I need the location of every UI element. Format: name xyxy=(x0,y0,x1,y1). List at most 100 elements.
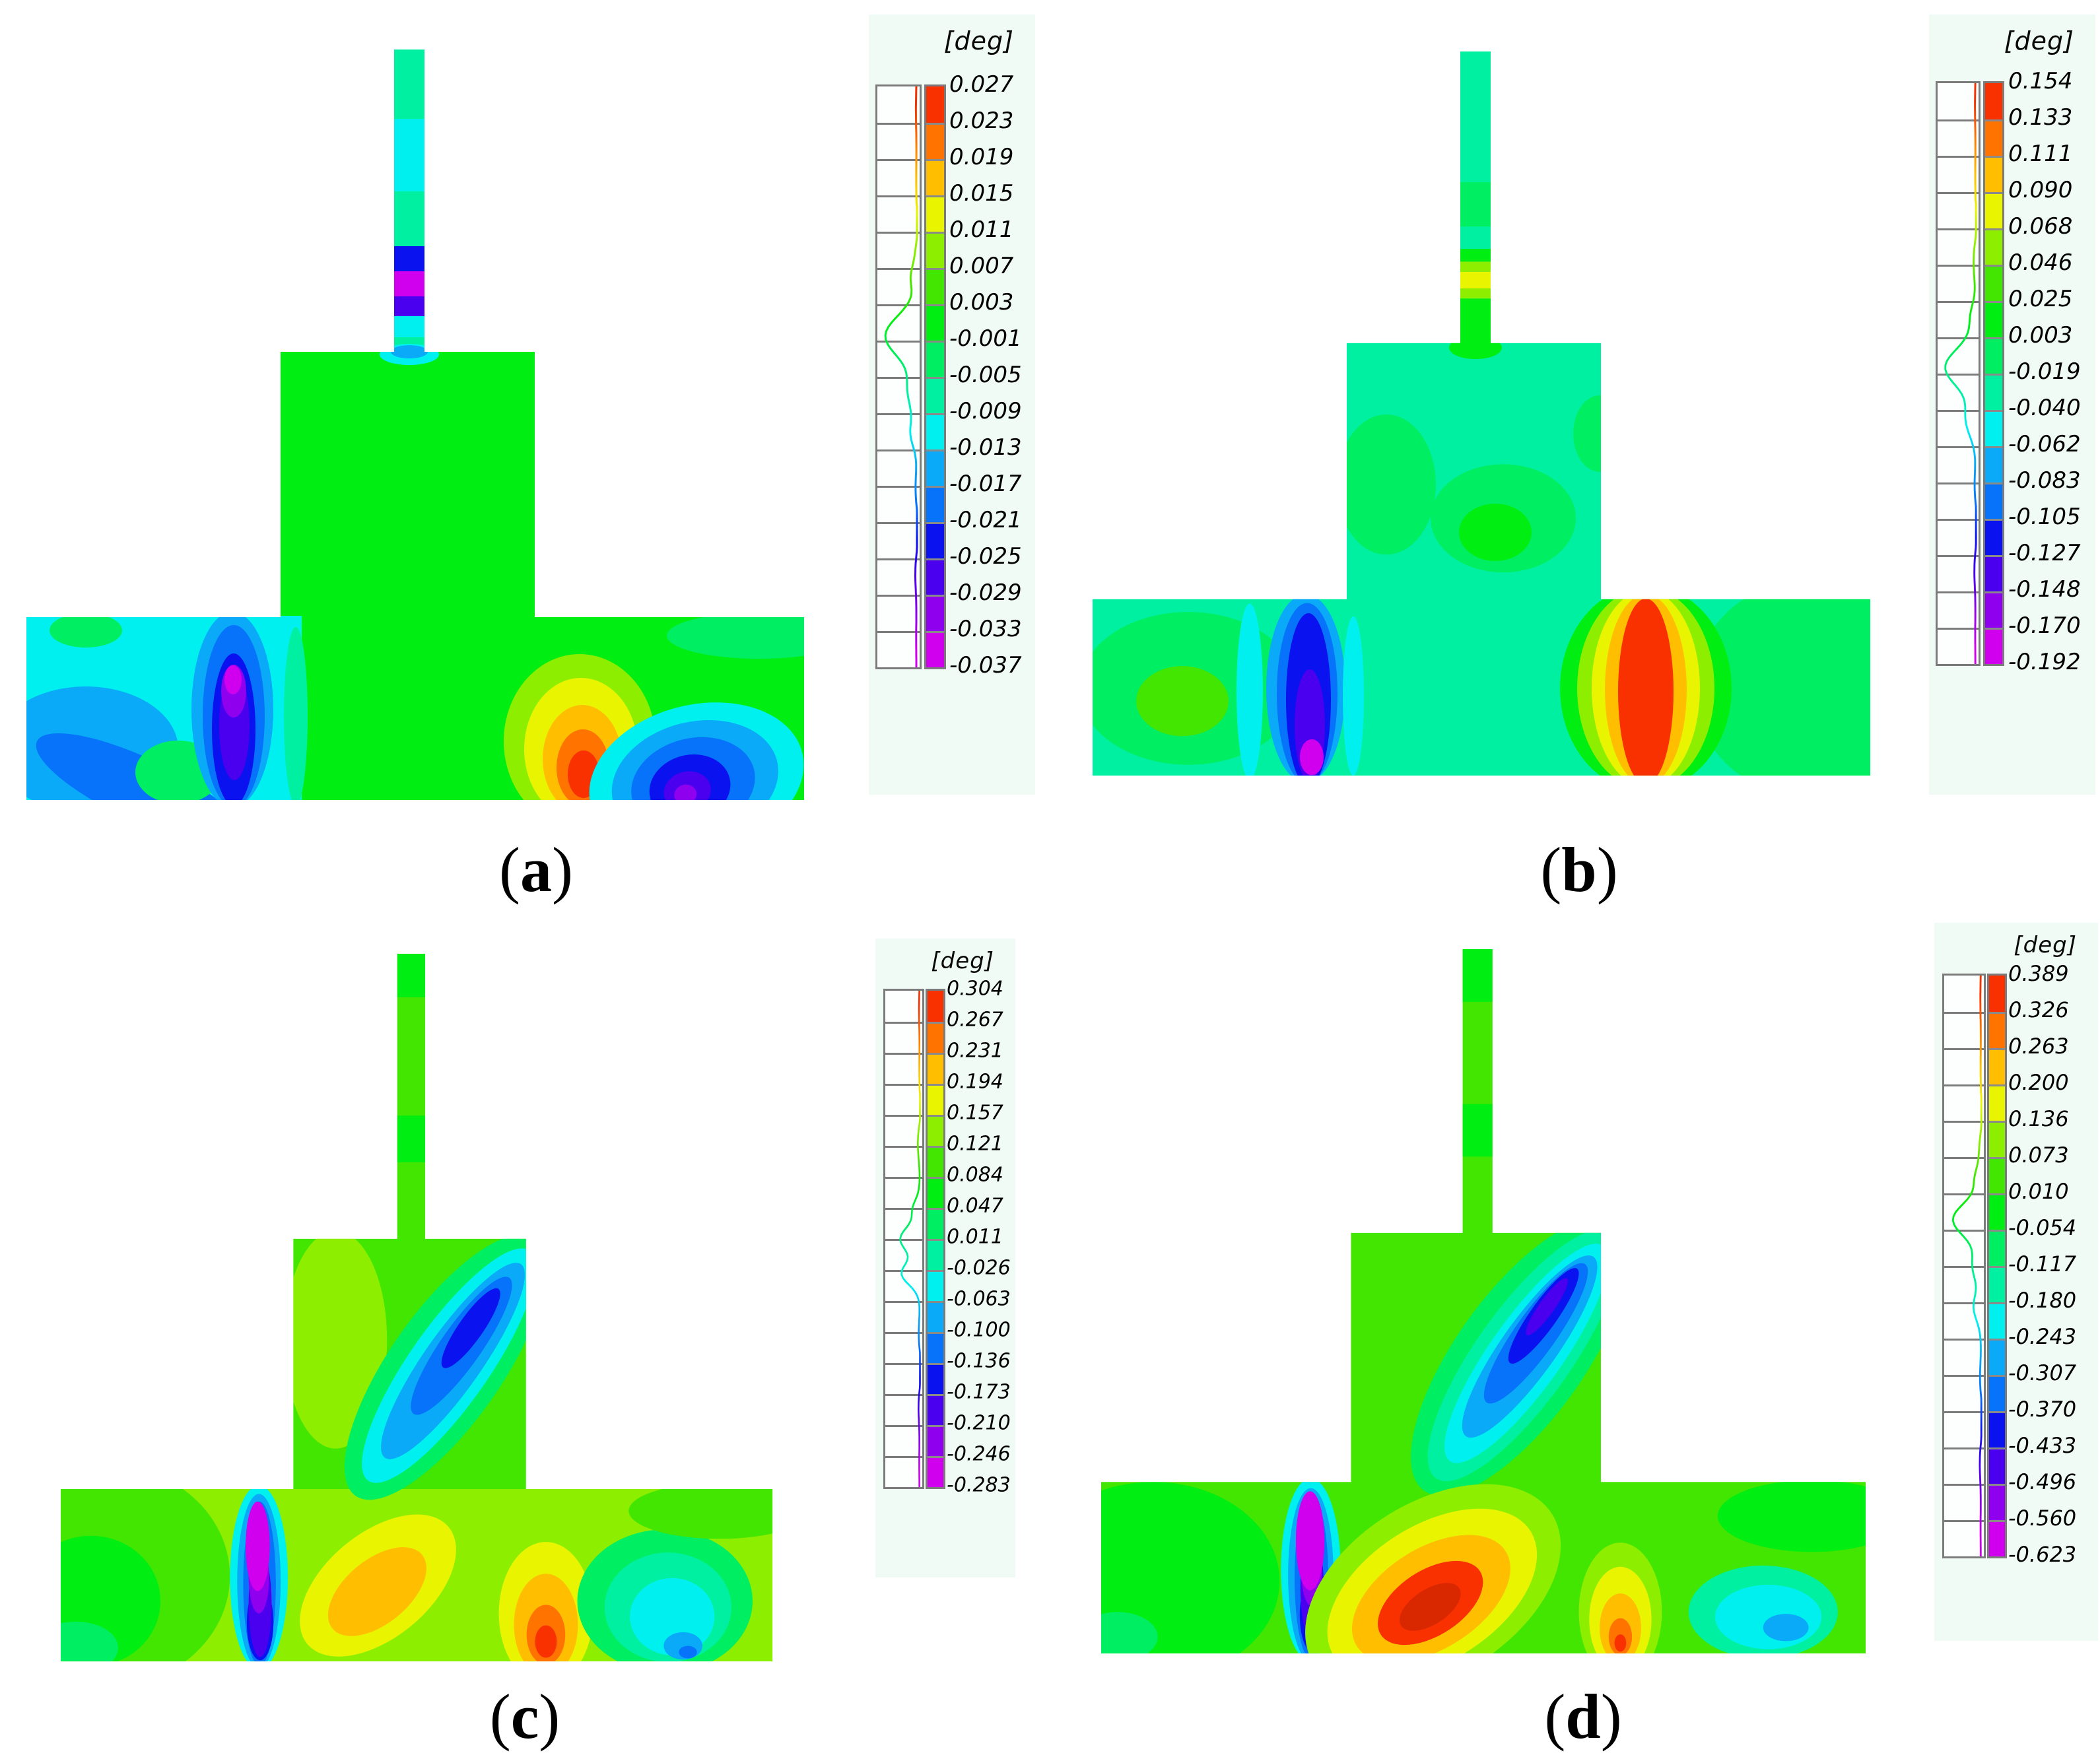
legend-tick-label: 0.111 xyxy=(2008,141,2073,167)
contour-band-shape xyxy=(535,1625,557,1658)
legend-tick-label: -0.062 xyxy=(2008,431,2081,457)
caption-letter: c xyxy=(510,1681,539,1752)
frequency-curve-path xyxy=(1944,83,1977,664)
colorbar-band xyxy=(1985,628,2002,664)
colorbar-band xyxy=(1985,591,2002,628)
caption-paren: ( xyxy=(499,834,520,905)
contour-band-shape xyxy=(327,1547,426,1636)
caption-paren: ) xyxy=(539,1681,560,1752)
colorbar-band xyxy=(928,1332,943,1363)
histogram-cell xyxy=(1944,1193,1984,1230)
legend-tick-label: 0.015 xyxy=(949,180,1014,207)
histogram-cell xyxy=(1938,446,1979,482)
colorbar-band xyxy=(1985,374,2002,410)
legend-tick-label: 0.073 xyxy=(2008,1143,2069,1168)
contour-band-shape xyxy=(1763,1614,1809,1642)
legend-tick-label: 0.154 xyxy=(2008,68,2073,94)
legend-unit-label: [deg] xyxy=(2004,26,2074,55)
colorbar-band xyxy=(926,232,944,268)
legend-tick-label: -0.560 xyxy=(2008,1506,2077,1531)
colorbar-band xyxy=(928,1301,943,1332)
contour-band-shape xyxy=(1300,739,1324,776)
contour-band-shape xyxy=(441,1288,500,1368)
legend-tick-label: 0.326 xyxy=(2008,997,2069,1022)
colorbar-band xyxy=(1989,1157,2005,1193)
legend-tick-label: -0.246 xyxy=(947,1442,1011,1466)
legend-tick-label: -0.021 xyxy=(949,507,1022,533)
colorbar-band xyxy=(926,341,944,377)
contour-band-shape xyxy=(394,271,424,296)
caption-paren: ) xyxy=(1596,834,1618,905)
contour-band-shape xyxy=(1573,395,1626,472)
colorbar-band xyxy=(926,449,944,486)
legend-tick-label: 0.194 xyxy=(947,1070,1003,1094)
contour-band-shape xyxy=(1717,1480,1866,1552)
legend-tick-label: -0.017 xyxy=(949,471,1022,497)
colorbar-band xyxy=(928,1084,943,1115)
contour-band-shape xyxy=(284,627,308,800)
histogram-cell xyxy=(885,1146,922,1177)
legend-tick-label: 0.068 xyxy=(2008,213,2073,240)
histogram-cell xyxy=(1938,374,1979,410)
histogram-cell xyxy=(877,377,920,413)
legend-tick-label: 0.027 xyxy=(949,71,1014,98)
histogram-cell xyxy=(877,195,920,232)
histogram-cell xyxy=(1938,337,1979,374)
legend-tick-label: -0.127 xyxy=(2008,540,2081,566)
contour-band-shape xyxy=(674,784,697,800)
colorbar-legend-d: [deg] 0.389 0.326 0.263 0.200 0.136 0.073 0.01… xyxy=(1934,923,2098,1641)
contour-band-shape xyxy=(1400,1583,1461,1631)
legend-tick-label: -0.033 xyxy=(949,616,1022,642)
contour-band-shape xyxy=(1136,666,1229,737)
contour-band-shape xyxy=(284,1230,388,1449)
colorbar-legend-a: [deg] 0.027 0.023 0.019 0.015 0.011 0.007 0.00… xyxy=(869,15,1035,795)
colorbar-band xyxy=(1989,1193,2005,1230)
legend-tick-label: 0.003 xyxy=(949,289,1014,316)
colorbar-band xyxy=(1985,337,2002,374)
colorbar-band xyxy=(926,413,944,449)
histogram-cell xyxy=(1938,482,1979,519)
caption-paren: ( xyxy=(1540,834,1562,905)
histogram-cell xyxy=(885,1363,922,1394)
colorbar-band xyxy=(1989,976,2005,1012)
contour-band-shape xyxy=(1459,504,1532,561)
colorbar-band xyxy=(928,1146,943,1177)
t-joint-section-b xyxy=(1093,51,1870,776)
histogram-cell xyxy=(877,522,920,558)
contour-band-shape xyxy=(50,613,122,648)
contour-band-shape xyxy=(1343,616,1364,776)
colorbar-band xyxy=(928,1239,943,1270)
histogram-cell xyxy=(885,1456,922,1487)
contour-band-shape xyxy=(246,1501,270,1591)
colorbar-band xyxy=(926,631,944,667)
legend-tick-label: 0.200 xyxy=(2008,1070,2069,1095)
colorbar-band xyxy=(1989,1048,2005,1084)
colorbar-band xyxy=(928,1425,943,1456)
histogram-cell xyxy=(1938,265,1979,301)
legend-tick-label: 0.267 xyxy=(947,1008,1003,1032)
legend-tick-label: -0.001 xyxy=(949,325,1022,352)
histogram-cell xyxy=(885,1084,922,1115)
legend-tick-label: -0.100 xyxy=(947,1318,1011,1342)
contour-band-shape xyxy=(1462,949,1493,1002)
contour-band-shape xyxy=(1460,261,1491,272)
panel-caption-b: (b) xyxy=(1447,833,1711,919)
legend-tick-label: -0.040 xyxy=(2008,395,2081,421)
legend-tick-label: 0.304 xyxy=(947,977,1003,1001)
colorbar-band xyxy=(1985,119,2002,156)
legend-unit-label: [deg] xyxy=(943,26,1014,55)
histogram-cell xyxy=(1944,1157,1984,1193)
colorbar-band xyxy=(928,1270,943,1301)
contour-band-shape xyxy=(1526,1278,1568,1336)
histogram-cell xyxy=(1944,1447,1984,1484)
contour-band-shape xyxy=(36,733,242,800)
legend-tick-label: -0.370 xyxy=(2008,1397,2077,1422)
colorbar-band xyxy=(1989,1484,2005,1520)
legend-tick-label: 0.090 xyxy=(2008,177,2073,203)
histogram-cell xyxy=(877,341,920,377)
legend-frequency-curve xyxy=(1951,976,1982,1556)
legend-tick-label: 0.121 xyxy=(947,1132,1003,1156)
contour-band-shape xyxy=(61,1621,118,1662)
legend-unit-label: [deg] xyxy=(2014,932,2077,958)
contour-band-shape xyxy=(1618,598,1674,776)
